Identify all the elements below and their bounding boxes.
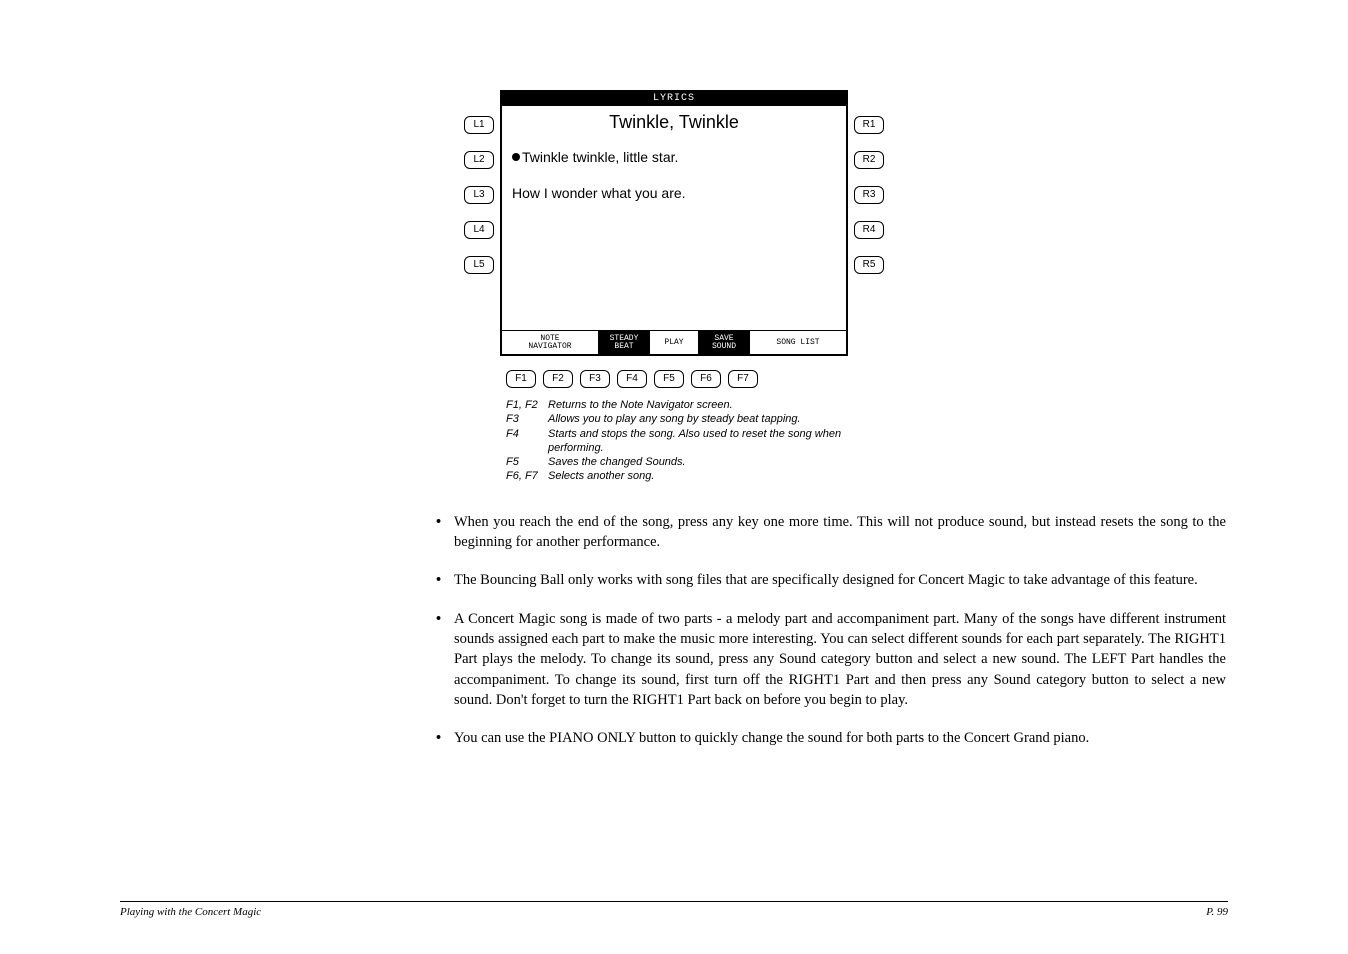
bullet-text: When you reach the end of the song, pres…	[454, 512, 1226, 553]
r1-button[interactable]: R1	[854, 116, 884, 134]
f-key-legend: F1, F2 Returns to the Note Navigator scr…	[506, 398, 866, 484]
legend-row: F1, F2 Returns to the Note Navigator scr…	[506, 398, 866, 412]
bullet-item: • When you reach the end of the song, pr…	[436, 512, 1226, 553]
legend-val: Allows you to play any song by steady be…	[548, 412, 866, 426]
left-button-column: L1 L2 L3 L4 L5	[464, 90, 494, 274]
lcd-tabs: NOTE NAVIGATOR STEADY BEAT PLAY SAVE SOU…	[502, 330, 846, 354]
lcd-title-bar: LYRICS	[502, 92, 846, 106]
bullet-icon: •	[436, 512, 454, 553]
legend-val: Saves the changed Sounds.	[548, 455, 866, 469]
lyric-text-2: How I wonder what you are.	[512, 185, 686, 201]
legend-val: Returns to the Note Navigator screen.	[548, 398, 866, 412]
l1-button[interactable]: L1	[464, 116, 494, 134]
f2-button[interactable]: F2	[543, 370, 573, 388]
footer-left: Playing with the Concert Magic	[120, 906, 261, 918]
tab-song-list[interactable]: SONG LIST	[750, 331, 846, 354]
r5-button[interactable]: R5	[854, 256, 884, 274]
r3-button[interactable]: R3	[854, 186, 884, 204]
bullet-icon: •	[436, 570, 454, 590]
f-button-row: F1 F2 F3 F4 F5 F6 F7	[506, 370, 884, 388]
bullet-item: • The Bouncing Ball only works with song…	[436, 570, 1226, 590]
f3-button[interactable]: F3	[580, 370, 610, 388]
f4-button[interactable]: F4	[617, 370, 647, 388]
tab-save-sound[interactable]: SAVE SOUND	[700, 331, 750, 354]
legend-key: F4	[506, 427, 548, 456]
legend-row: F5 Saves the changed Sounds.	[506, 455, 866, 469]
lyric-line-empty-1	[512, 211, 836, 247]
f6-button[interactable]: F6	[691, 370, 721, 388]
song-title: Twinkle, Twinkle	[512, 112, 836, 133]
tab-play[interactable]: PLAY	[650, 331, 700, 354]
page-footer: Playing with the Concert Magic P. 99	[0, 901, 1348, 918]
r4-button[interactable]: R4	[854, 221, 884, 239]
legend-row: F4 Starts and stops the song. Also used …	[506, 427, 866, 456]
bullet-item: • You can use the PIANO ONLY button to q…	[436, 728, 1226, 748]
bullet-icon: •	[436, 609, 454, 710]
tab-note-navigator[interactable]: NOTE NAVIGATOR	[502, 331, 600, 354]
legend-row: F3 Allows you to play any song by steady…	[506, 412, 866, 426]
footer-page-number: P. 99	[1206, 906, 1228, 918]
bouncing-ball-icon	[512, 153, 520, 161]
body-text: • When you reach the end of the song, pr…	[436, 512, 1226, 749]
bullet-icon: •	[436, 728, 454, 748]
l5-button[interactable]: L5	[464, 256, 494, 274]
lyric-line-1: Twinkle twinkle, little star.	[512, 139, 836, 175]
bullet-text: A Concert Magic song is made of two part…	[454, 609, 1226, 710]
lcd-screen: LYRICS Twinkle, Twinkle Twinkle twinkle,…	[500, 90, 848, 356]
lcd-body: Twinkle, Twinkle Twinkle twinkle, little…	[502, 106, 846, 330]
lyric-line-empty-2	[512, 247, 836, 283]
f5-button[interactable]: F5	[654, 370, 684, 388]
bullet-item: • A Concert Magic song is made of two pa…	[436, 609, 1226, 710]
legend-key: F5	[506, 455, 548, 469]
legend-val: Selects another song.	[548, 469, 866, 483]
r2-button[interactable]: R2	[854, 151, 884, 169]
lyric-line-2: How I wonder what you are.	[512, 175, 836, 211]
lyric-text-1: Twinkle twinkle, little star.	[522, 149, 678, 165]
l2-button[interactable]: L2	[464, 151, 494, 169]
l3-button[interactable]: L3	[464, 186, 494, 204]
l4-button[interactable]: L4	[464, 221, 494, 239]
legend-key: F3	[506, 412, 548, 426]
f1-button[interactable]: F1	[506, 370, 536, 388]
legend-row: F6, F7 Selects another song.	[506, 469, 866, 483]
page: L1 L2 L3 L4 L5 LYRICS Twinkle, Twinkle T…	[0, 0, 1348, 748]
tab-steady-beat[interactable]: STEADY BEAT	[600, 331, 650, 354]
legend-key: F1, F2	[506, 398, 548, 412]
bullet-text: You can use the PIANO ONLY button to qui…	[454, 728, 1226, 748]
f7-button[interactable]: F7	[728, 370, 758, 388]
legend-val: Starts and stops the song. Also used to …	[548, 427, 866, 456]
right-button-column: R1 R2 R3 R4 R5	[854, 90, 884, 274]
lcd-diagram: L1 L2 L3 L4 L5 LYRICS Twinkle, Twinkle T…	[464, 90, 884, 484]
legend-key: F6, F7	[506, 469, 548, 483]
bullet-text: The Bouncing Ball only works with song f…	[454, 570, 1226, 590]
